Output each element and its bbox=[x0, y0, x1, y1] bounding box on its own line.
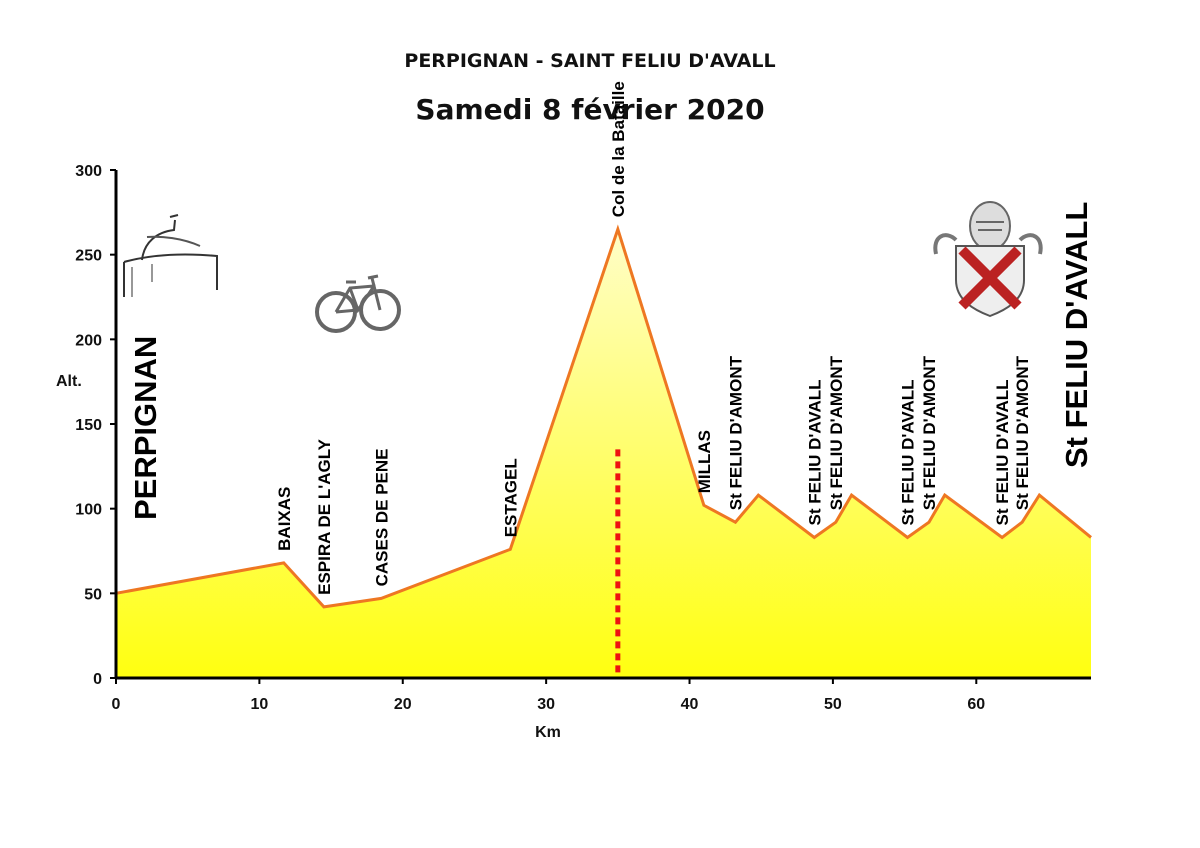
waypoint-label: St FELIU D'AVALL bbox=[898, 379, 917, 525]
chart-title: PERPIGNAN - SAINT FELIU D'AVALL bbox=[404, 50, 776, 72]
elevation-line bbox=[115, 224, 1092, 609]
waypoint-label: Col de la Bataille bbox=[609, 81, 628, 217]
start-town-label: PERPIGNAN bbox=[128, 336, 163, 520]
y-tick-label: 0 bbox=[93, 671, 102, 688]
x-tick-label: 30 bbox=[537, 696, 555, 713]
y-tick-label: 300 bbox=[75, 163, 102, 180]
waypoint-label: BAIXAS bbox=[275, 487, 294, 551]
waypoint-label: St FELIU D'AVALL bbox=[993, 379, 1012, 525]
waypoint-label: St FELIU D'AVALL bbox=[805, 379, 824, 525]
y-tick-label: 200 bbox=[75, 332, 102, 349]
chart-date: Samedi 8 février 2020 bbox=[415, 93, 765, 126]
x-tick-label: 40 bbox=[681, 696, 699, 713]
x-tick-label: 60 bbox=[967, 696, 985, 713]
saint-feliu-coat-of-arms-icon bbox=[933, 201, 1043, 318]
waypoint-label: St FELIU D'AMONT bbox=[920, 355, 939, 510]
y-tick-label: 150 bbox=[75, 417, 102, 434]
y-tick-label: 250 bbox=[75, 248, 102, 265]
end-town-label: St FELIU D'AVALL bbox=[1059, 202, 1094, 468]
x-tick-label: 10 bbox=[250, 696, 268, 713]
y-tick-label: 50 bbox=[84, 586, 102, 603]
waypoint-label: St FELIU D'AMONT bbox=[827, 355, 846, 510]
x-tick-label: 20 bbox=[394, 696, 412, 713]
x-tick-label: 50 bbox=[824, 696, 842, 713]
x-tick-label: 0 bbox=[112, 696, 121, 713]
waypoint-label: St FELIU D'AMONT bbox=[726, 355, 745, 510]
y-tick-label: 100 bbox=[75, 502, 102, 519]
perpignan-castillet-icon bbox=[123, 214, 218, 297]
bicycle-icon bbox=[315, 274, 401, 333]
waypoint-label: ESPIRA DE L'AGLY bbox=[315, 438, 334, 594]
waypoint-label: St FELIU D'AMONT bbox=[1013, 355, 1032, 510]
area-above-profile-mask bbox=[116, 170, 1091, 607]
y-axis-label: Alt. bbox=[56, 373, 82, 390]
waypoint-label: MILLAS bbox=[695, 430, 714, 493]
x-axis-label: Km bbox=[535, 724, 561, 741]
waypoint-label: ESTAGEL bbox=[501, 458, 520, 537]
waypoint-label: CASES DE PENE bbox=[372, 448, 391, 586]
